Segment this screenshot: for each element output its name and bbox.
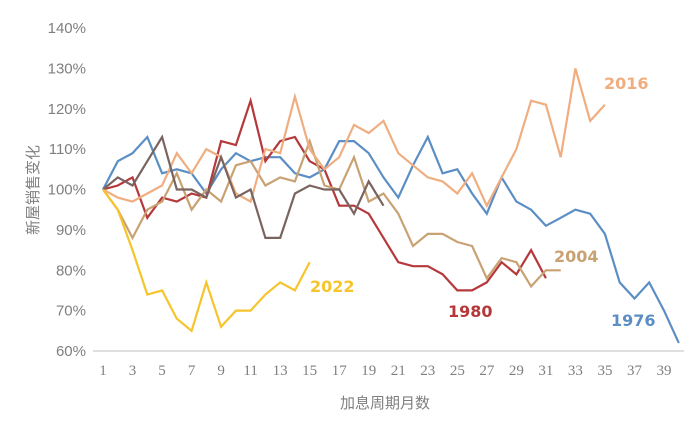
x-tick-label: 27 [479,363,495,379]
series-label-1976: 1976 [611,311,656,330]
y-tick-label: 70% [56,303,86,320]
series-label-1980: 1980 [448,302,493,321]
x-axis-title: 加息周期月数 [340,394,430,412]
y-tick-label: 110% [49,141,86,158]
y-tick-label: 120% [48,101,86,118]
y-tick-label: 130% [48,60,86,77]
series-label-2004: 2004 [554,247,599,266]
x-tick-label: 37 [627,363,643,379]
series-line-unlabeled [102,134,385,239]
series-label-2022: 2022 [310,277,355,296]
x-tick-label: 35 [597,363,612,379]
x-axis-ticks: 1 3 5 7 9 11 13 15 17 19 21 23 25 27 29 31 33 35 37 39 [99,363,671,379]
y-tick-label: 60% [56,343,86,360]
x-tick-label: 15 [302,363,317,379]
series-line-2016 [102,68,606,209]
x-tick-label: 9 [217,363,225,379]
series-lines [102,68,680,344]
y-tick-label: 90% [56,222,86,239]
series-labels: 1976 1980 2004 2016 2022 [310,74,656,330]
x-tick-label: 17 [332,363,348,379]
x-tick-label: 19 [361,363,376,379]
series-label-2016: 2016 [604,74,649,93]
y-tick-label: 140% [48,20,86,37]
series-line-1976 [102,134,680,344]
x-tick-label: 25 [450,363,465,379]
x-tick-label: 1 [99,363,107,379]
y-axis-ticks: 140% 130% 120% 110% 100% 90% 80% 70% 60% [48,20,86,360]
x-tick-label: 23 [420,363,435,379]
x-tick-label: 29 [509,363,524,379]
x-tick-label: 33 [568,363,583,379]
y-axis-title: 新屋销售变化 [24,145,42,235]
x-tick-label: 11 [243,363,257,379]
x-tick-label: 7 [188,363,196,379]
x-tick-label: 3 [129,363,137,379]
x-tick-label: 13 [273,363,288,379]
x-tick-label: 21 [391,363,406,379]
y-tick-label: 80% [56,262,86,279]
series-line-2004 [102,137,561,289]
series-line-2022 [102,188,311,333]
x-tick-label: 31 [538,363,553,379]
x-tick-label: 5 [158,363,166,379]
y-tick-label: 100% [48,182,86,199]
x-tick-label: 39 [657,363,672,379]
